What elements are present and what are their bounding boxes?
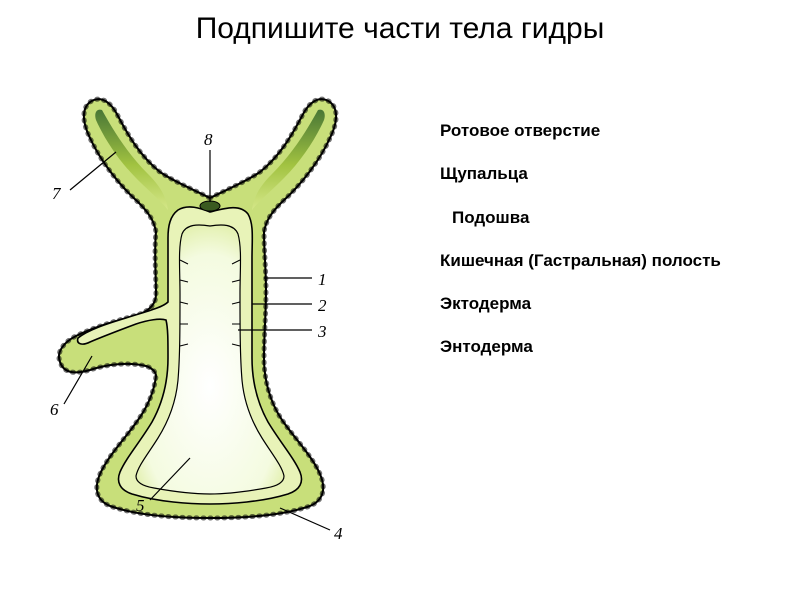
num-1: 1 [318, 270, 327, 290]
answer-cavity: Кишечная (Гастральная) полость [440, 250, 760, 271]
num-3: 3 [318, 322, 327, 342]
num-4: 4 [334, 524, 343, 544]
hydra-svg [30, 80, 390, 560]
answer-mouth: Ротовое отверстие [440, 120, 760, 141]
num-8: 8 [204, 130, 213, 150]
num-2: 2 [318, 296, 327, 316]
answer-endoderm: Энтодерма [440, 336, 760, 357]
answer-foot: Подошва [452, 207, 760, 228]
hydra-diagram: 8 7 1 2 3 4 5 6 [30, 80, 390, 560]
page-title: Подпишите части тела гидры [0, 0, 800, 46]
num-7: 7 [52, 184, 61, 204]
answer-tentacles: Щупальца [440, 163, 760, 184]
num-6: 6 [50, 400, 59, 420]
answer-bank: Ротовое отверстие Щупальца Подошва Кишеч… [440, 120, 760, 380]
num-5: 5 [136, 496, 145, 516]
mouth-opening [200, 201, 220, 211]
answer-ectoderm: Эктодерма [440, 293, 760, 314]
